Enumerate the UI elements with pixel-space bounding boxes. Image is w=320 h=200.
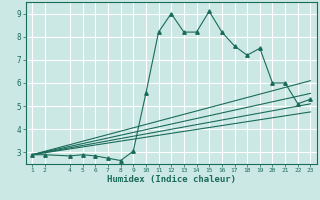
X-axis label: Humidex (Indice chaleur): Humidex (Indice chaleur) xyxy=(107,175,236,184)
